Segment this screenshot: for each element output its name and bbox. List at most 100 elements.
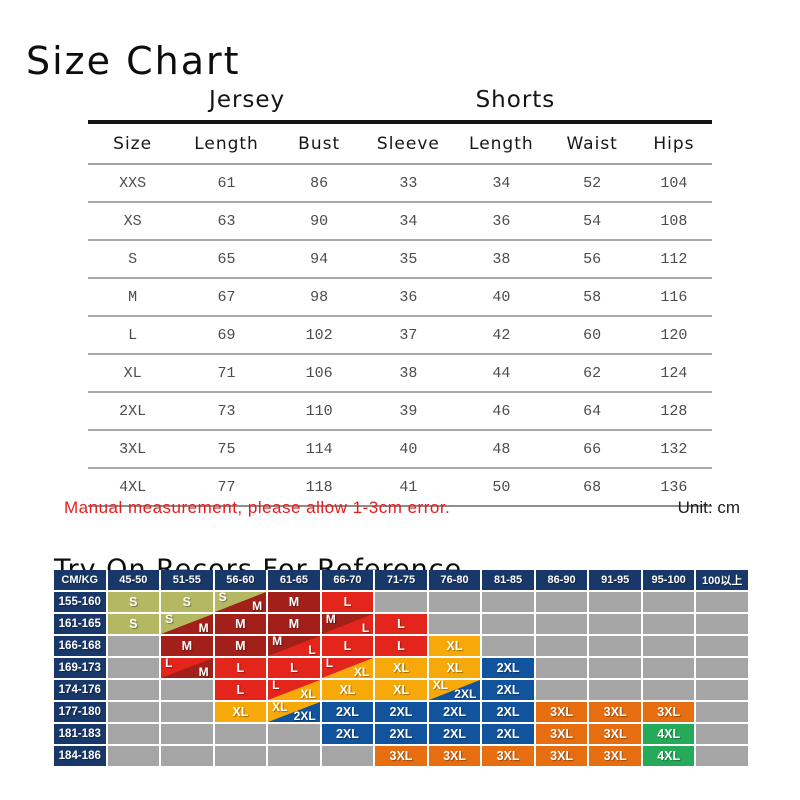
weight-range-header: 56-60 [214,570,267,590]
size-label: XXS [119,174,147,192]
measurement-value: 132 [660,440,688,458]
tryon-cell: 4XL [642,724,695,744]
tryon-cell-empty [535,636,588,656]
tryon-cell-empty [642,592,695,612]
grid-corner-label: CM/KG [54,570,106,590]
tryon-cell: S [107,592,160,612]
measurement-value: 36 [492,212,511,230]
size-value: XL [432,680,449,692]
tryon-cell: XL [375,658,427,678]
tryon-cell-empty [696,614,748,634]
height-range-label: 177-180 [54,702,106,722]
tryon-cell-empty [321,746,374,766]
measurement-value: 38 [399,364,418,382]
tryon-cell-empty [161,702,213,722]
weight-range-header: 66-70 [321,570,374,590]
tryon-cell: 2XL [482,680,534,700]
measurement-value: 40 [399,440,418,458]
measurement-value: 46 [492,402,511,420]
height-range-label: 184-186 [54,746,106,766]
measurement-value: 60 [583,326,602,344]
size-value: L [165,658,173,670]
tryon-cell: 3XL [535,702,588,722]
measurement-value: 37 [399,326,418,344]
tryon-cell-empty [642,636,695,656]
size-value: M [198,621,209,634]
measurement-value: 108 [660,212,688,230]
tryon-cell-empty [589,592,641,612]
measurement-value: 42 [492,326,511,344]
measurement-value: 86 [310,174,329,192]
size-value: M [252,599,263,612]
tryon-cell: 2XL [375,702,427,722]
size-table-col-header: Waist [566,133,618,154]
weight-range-header: 86-90 [535,570,588,590]
tryon-cell: 2XL [321,702,374,722]
tryon-cell-split: L XL [268,680,320,700]
measurement-value: 54 [583,212,602,230]
measurement-value: 34 [492,174,511,192]
tryon-cell: 2XL [482,724,534,744]
tryon-cell-empty [375,592,427,612]
size-label: 3XL [119,440,147,458]
tryon-cell: M [268,614,320,634]
tryon-cell: L [268,658,320,678]
tryon-cell-empty [107,636,160,656]
measurement-value: 94 [310,250,329,268]
tryon-cell-empty [696,658,748,678]
tryon-cell-empty [482,614,534,634]
measurement-value: 66 [583,440,602,458]
tryon-cell-empty [642,614,695,634]
tryon-cell: M [268,592,320,612]
tryon-cell: L [375,614,427,634]
size-table-col-header: Size [113,133,153,154]
tryon-cell-empty [696,592,748,612]
measurement-value: 120 [660,326,688,344]
tryon-cell-empty [107,658,160,678]
jersey-group-header: Jersey [209,87,286,113]
measurement-value: 34 [399,212,418,230]
tryon-cell-empty [696,636,748,656]
height-range-label: 169-173 [54,658,106,678]
tryon-cell-split: L XL [321,658,374,678]
tryon-cell: 2XL [321,724,374,744]
size-label: 2XL [119,402,147,420]
tryon-cell-empty [428,614,481,634]
measurement-value: 58 [583,288,602,306]
size-table-row: S 65 94 35 38 56 112 [88,241,712,279]
tryon-cell-empty [589,614,641,634]
weight-range-header: 95-100 [642,570,695,590]
size-value: L [272,680,280,692]
size-table: Jersey Shorts Size Length Bust Sleeve Length… [88,80,712,507]
tryon-cell: 3XL [589,724,641,744]
tryon-cell-empty [589,636,641,656]
measurement-value: 90 [310,212,329,230]
measurement-value: 56 [583,250,602,268]
tryon-cell-empty [696,746,748,766]
size-table-row: XL 71 106 38 44 62 124 [88,355,712,393]
measurement-value: 65 [217,250,236,268]
measurement-value: 33 [399,174,418,192]
measurement-value: 71 [217,364,236,382]
size-table-body: XXS 61 86 33 34 52 104 XS 63 90 34 36 54 108 S 65 94 35 38… [88,165,712,507]
tryon-cell-empty [535,614,588,634]
tryon-cell-empty [482,636,534,656]
size-table-row: 3XL 75 114 40 48 66 132 [88,431,712,469]
height-range-label: 166-168 [54,636,106,656]
tryon-cell-empty [214,724,267,744]
measurement-note: Manual measurement, please allow 1-3cm e… [64,498,451,517]
size-table-col-header: Hips [653,133,695,154]
tryon-cell: S [107,614,160,634]
tryon-cell-empty [107,746,160,766]
height-range-label: 155-160 [54,592,106,612]
weight-range-header: 45-50 [107,570,160,590]
size-value: 2XL [293,709,316,722]
weight-range-header: 100以上 [696,570,748,590]
tryon-cell: 3XL [535,724,588,744]
tryon-cell: 2XL [428,702,481,722]
height-range-label: 161-165 [54,614,106,634]
